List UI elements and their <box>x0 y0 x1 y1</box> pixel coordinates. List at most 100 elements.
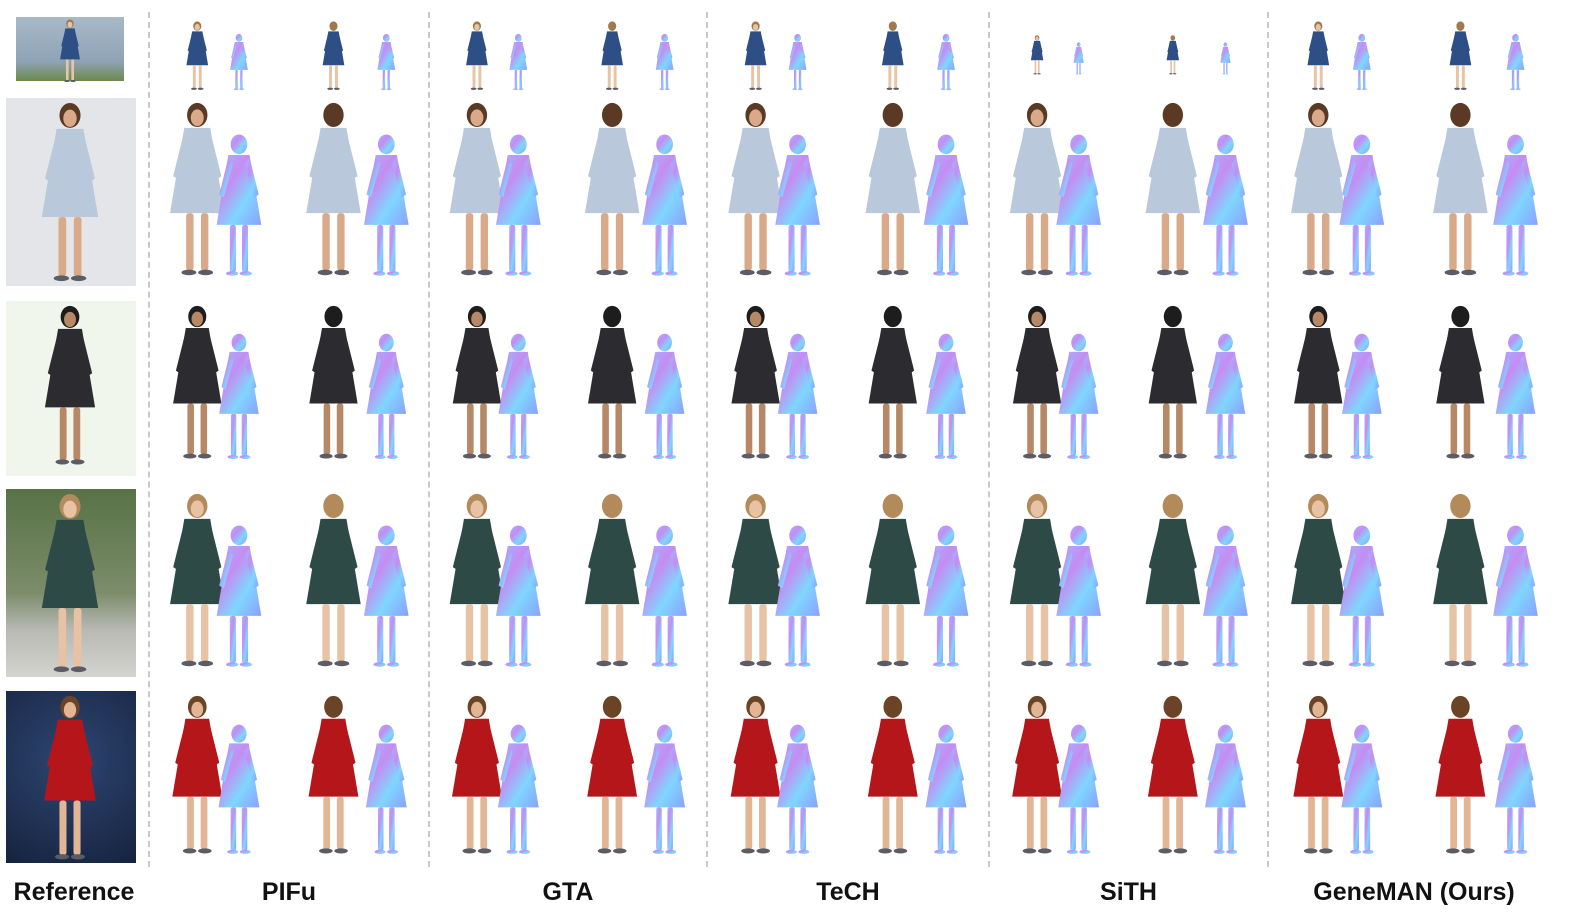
front-textured-figure <box>1294 305 1343 459</box>
back-textured-figure <box>1433 102 1488 276</box>
back-textured-figure <box>1436 305 1485 459</box>
back-normal-figure <box>1495 333 1536 459</box>
front-normal-figure <box>218 724 260 854</box>
front-textured-figure <box>449 102 505 276</box>
front-normal-figure <box>1056 525 1101 667</box>
back-textured-figure <box>322 21 345 90</box>
column-label-geneman: GeneMAN (Ours) <box>1313 878 1515 906</box>
back-textured-figure <box>306 102 361 276</box>
front-textured-figure <box>730 695 781 854</box>
front-normal-figure <box>788 33 807 91</box>
front-normal-figure <box>495 134 541 276</box>
back-textured-figure <box>881 21 904 90</box>
front-textured-figure <box>1291 102 1346 276</box>
method-result-geneman <box>1291 493 1538 667</box>
back-normal-figure <box>365 724 407 854</box>
reference-figure <box>44 305 96 465</box>
front-normal-figure <box>1073 42 1084 75</box>
back-textured-figure <box>584 102 640 276</box>
column-divider <box>428 12 430 867</box>
column-label-pifu: PIFu <box>261 878 317 906</box>
front-textured-figure <box>172 695 223 854</box>
front-normal-figure <box>1341 724 1383 854</box>
method-result-pifu <box>170 493 409 667</box>
column-label-gta: GTA <box>542 878 594 906</box>
back-normal-figure <box>366 333 407 459</box>
back-textured-figure <box>1449 21 1472 90</box>
back-normal-figure <box>1220 42 1231 75</box>
back-normal-figure <box>655 33 674 91</box>
back-textured-figure <box>588 305 637 459</box>
front-textured-figure <box>1009 102 1065 276</box>
back-textured-figure <box>306 493 361 667</box>
method-result-tech <box>730 695 967 854</box>
front-normal-figure <box>777 724 819 854</box>
column-divider <box>706 12 708 867</box>
back-normal-figure <box>642 525 687 667</box>
method-result-pifu <box>173 305 407 459</box>
back-textured-figure <box>584 493 640 667</box>
front-normal-figure <box>1352 33 1371 91</box>
front-normal-figure <box>1339 134 1385 276</box>
back-normal-figure <box>363 134 409 276</box>
reference-figure <box>44 695 96 860</box>
front-textured-figure <box>1009 493 1065 667</box>
method-result-tech <box>744 21 955 91</box>
back-textured-figure <box>1166 35 1180 75</box>
front-normal-figure <box>230 33 248 91</box>
front-textured-figure <box>170 102 225 276</box>
back-normal-figure <box>644 333 685 459</box>
method-result-geneman <box>1294 305 1536 459</box>
front-textured-figure <box>1307 21 1330 90</box>
front-textured-figure <box>728 102 783 276</box>
back-normal-figure <box>377 33 396 91</box>
method-result-gta <box>466 21 674 91</box>
reference-figure <box>60 19 80 82</box>
front-normal-figure <box>1342 333 1382 459</box>
front-textured-figure <box>466 21 488 90</box>
front-textured-figure <box>173 305 222 459</box>
back-textured-figure <box>587 695 638 854</box>
reference-subject <box>41 102 99 282</box>
front-textured-figure <box>731 305 780 459</box>
method-result-gta <box>449 102 687 276</box>
front-textured-figure <box>1012 695 1063 854</box>
front-normal-figure <box>775 525 820 667</box>
front-textured-figure <box>744 21 767 90</box>
back-normal-figure <box>1203 134 1248 276</box>
back-textured-figure <box>865 102 921 276</box>
front-textured-figure <box>728 493 783 667</box>
method-result-geneman <box>1293 695 1536 854</box>
front-textured-figure <box>1291 493 1346 667</box>
front-normal-figure <box>1058 724 1100 854</box>
back-normal-figure <box>644 724 686 854</box>
method-result-gta <box>452 695 686 854</box>
back-normal-figure <box>1506 33 1525 91</box>
front-textured-figure <box>186 21 209 90</box>
method-result-geneman <box>1307 21 1525 91</box>
back-normal-figure <box>923 134 969 276</box>
column-label-reference: Reference <box>13 878 135 906</box>
method-result-geneman <box>1291 102 1538 276</box>
back-textured-figure <box>1148 305 1197 459</box>
method-result-sith <box>1030 35 1231 75</box>
front-normal-figure <box>509 33 528 91</box>
method-result-tech <box>728 493 969 667</box>
front-normal-figure <box>775 134 820 276</box>
reference-figure <box>41 102 99 282</box>
front-normal-figure <box>1056 134 1101 276</box>
front-textured-figure <box>452 305 502 459</box>
front-normal-figure <box>777 333 818 459</box>
front-textured-figure <box>1293 695 1344 854</box>
back-normal-figure <box>1203 525 1248 667</box>
method-result-tech <box>728 102 969 276</box>
back-normal-figure <box>923 525 969 667</box>
front-normal-figure <box>495 525 541 667</box>
front-normal-figure <box>216 134 262 276</box>
method-result-sith <box>1012 695 1246 854</box>
front-textured-figure <box>452 695 502 854</box>
back-normal-figure <box>1205 333 1246 459</box>
front-normal-figure <box>497 724 539 854</box>
back-normal-figure <box>1205 724 1246 854</box>
